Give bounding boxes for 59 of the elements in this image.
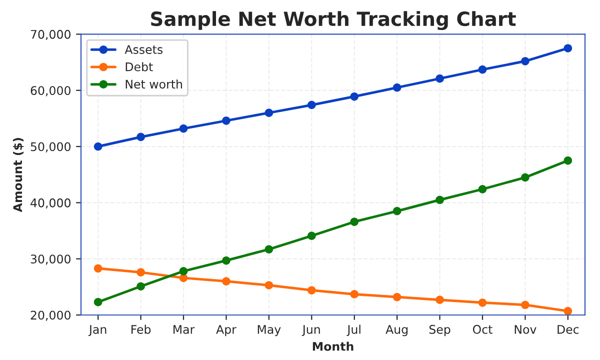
point: [94, 264, 102, 273]
point: [521, 56, 530, 66]
y-tick-label: 40,000: [30, 198, 70, 209]
point: [436, 74, 444, 83]
y-tick-label: 50,000: [30, 142, 70, 152]
y-axis-title: Amount ($): [12, 138, 24, 212]
point: [264, 108, 274, 117]
x-tick-label: Jan: [88, 325, 106, 336]
legend-label: Assets: [124, 45, 163, 54]
point: [392, 292, 402, 302]
point: [392, 83, 402, 92]
y-tick-label: 70,000: [30, 30, 70, 40]
point: [564, 156, 572, 165]
point: [478, 65, 487, 74]
point: [478, 185, 487, 194]
y-tick-label: 30,000: [30, 254, 70, 265]
point: [179, 267, 188, 276]
point: [564, 44, 572, 52]
x-tick-label: Apr: [216, 325, 236, 336]
point: [222, 256, 230, 265]
point: [350, 92, 359, 101]
x-tick-label: Nov: [514, 325, 536, 334]
point: [179, 124, 188, 133]
point: [222, 277, 230, 286]
point: [264, 245, 274, 254]
x-tick-label: Aug: [386, 325, 408, 336]
point: [350, 218, 359, 226]
x-tick-label: Dec: [558, 325, 579, 334]
x-axis-title: Month: [312, 342, 354, 351]
chart-title: Sample Net Worth Tracking Chart: [151, 11, 516, 30]
point: [94, 298, 102, 306]
point: [94, 142, 102, 151]
point: [521, 300, 530, 310]
point: [136, 132, 145, 142]
point: [136, 282, 145, 291]
x-tick-label: Sep: [429, 324, 450, 336]
point: [307, 286, 316, 294]
y-tick-label: 20,000: [30, 310, 70, 321]
point: [478, 298, 487, 307]
point: [307, 232, 316, 240]
x-tick-label: Feb: [132, 324, 151, 334]
x-tick-label: Oct: [472, 324, 492, 334]
x-tick-label: May: [258, 325, 281, 336]
point: [350, 290, 359, 298]
legend-label: Net worth: [126, 79, 182, 89]
point: [521, 173, 530, 182]
x-tick-label: Jun: [302, 325, 320, 336]
point: [222, 116, 230, 125]
legend-label: Debt: [126, 62, 153, 72]
x-tick-label: Jul: [346, 324, 360, 336]
y-tick-label: 60,000: [30, 86, 70, 96]
point: [392, 206, 402, 216]
point: [436, 296, 444, 304]
point: [436, 196, 444, 204]
point: [307, 100, 316, 110]
point: [136, 268, 145, 276]
point: [564, 306, 572, 315]
x-tick-label: Mar: [174, 325, 195, 334]
point: [264, 281, 274, 290]
